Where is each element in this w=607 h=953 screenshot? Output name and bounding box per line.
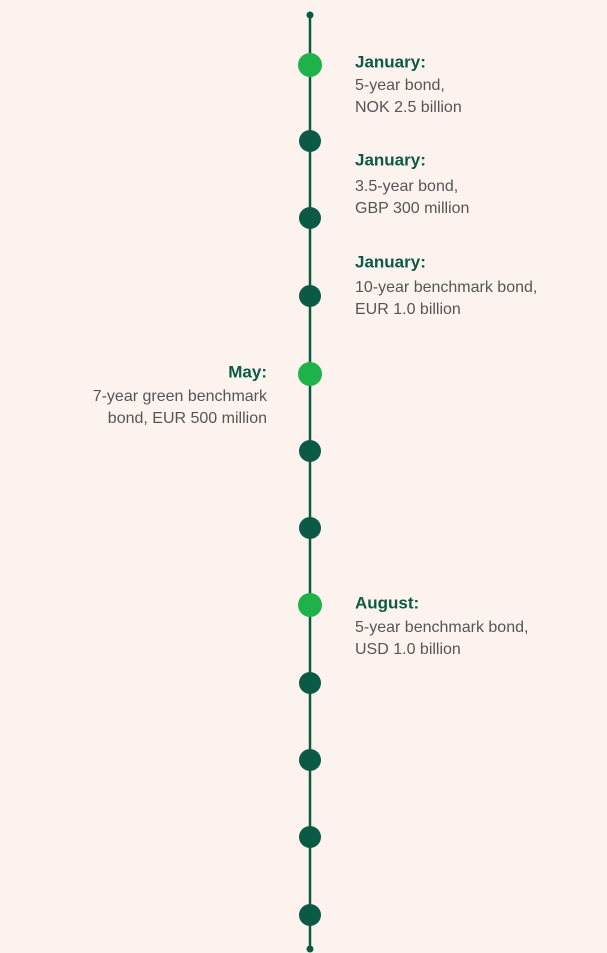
- dot: [299, 826, 321, 848]
- dot: [299, 440, 321, 462]
- event-description: 5-year bond,: [355, 77, 445, 94]
- event-month: January:: [355, 150, 426, 169]
- event: January: 5-year bond, NOK 2.5 billion: [355, 52, 462, 116]
- event-description: bond, EUR 500 million: [108, 410, 267, 427]
- event-month: August:: [355, 593, 419, 612]
- dot: [299, 672, 321, 694]
- event: August: 5-year benchmark bond, USD 1.0 b…: [355, 593, 528, 658]
- event-month: May:: [228, 362, 267, 381]
- dot: [299, 749, 321, 771]
- event-description: NOK 2.5 billion: [355, 99, 462, 116]
- dots: [298, 53, 322, 926]
- event-description: EUR 1.0 billion: [355, 301, 461, 318]
- axis-end: [306, 945, 314, 953]
- dot: [299, 517, 321, 539]
- event-month: January:: [355, 52, 426, 71]
- event: January: 10-year benchmark bond, EUR 1.0…: [355, 252, 537, 318]
- event-description: 3.5-year bond,: [355, 178, 458, 195]
- event-month: January:: [355, 252, 426, 271]
- event: May: 7-year green benchmark bond, EUR 50…: [93, 362, 268, 427]
- event-description: 5-year benchmark bond,: [355, 619, 528, 636]
- event-description: 7-year green benchmark: [93, 388, 268, 405]
- dot: [299, 285, 321, 307]
- dot: [299, 207, 321, 229]
- highlight-dot: [298, 53, 322, 77]
- highlight-dot: [298, 362, 322, 386]
- event-description: 10-year benchmark bond,: [355, 279, 537, 296]
- dot: [299, 904, 321, 926]
- event-description: GBP 300 million: [355, 200, 469, 217]
- dot: [299, 130, 321, 152]
- event-description: USD 1.0 billion: [355, 641, 461, 658]
- axis-end: [306, 11, 314, 19]
- highlight-dot: [298, 593, 322, 617]
- event: January: 3.5-year bond, GBP 300 million: [355, 150, 469, 217]
